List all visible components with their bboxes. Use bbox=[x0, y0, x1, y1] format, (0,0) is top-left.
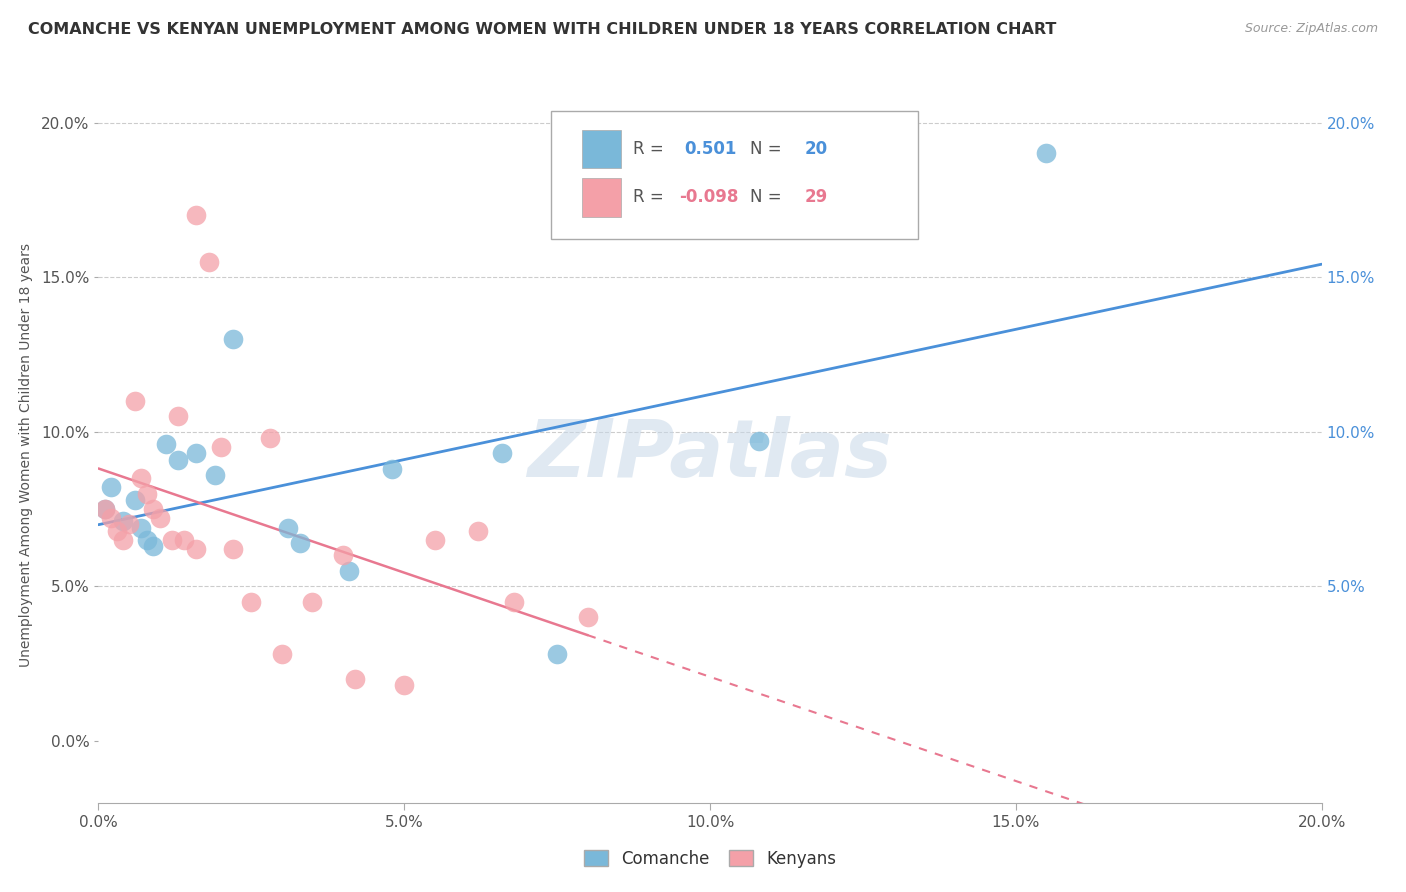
FancyBboxPatch shape bbox=[582, 129, 620, 168]
Point bbox=[576, 610, 599, 624]
Text: R =: R = bbox=[633, 188, 669, 206]
Point bbox=[142, 502, 165, 516]
Point bbox=[1035, 146, 1057, 161]
Point bbox=[149, 511, 172, 525]
Point bbox=[467, 524, 489, 538]
Y-axis label: Unemployment Among Women with Children Under 18 years: Unemployment Among Women with Children U… bbox=[18, 243, 32, 667]
Point bbox=[332, 549, 354, 563]
Point bbox=[186, 446, 208, 460]
Text: 0.501: 0.501 bbox=[685, 140, 737, 158]
Point bbox=[111, 533, 134, 547]
Text: COMANCHE VS KENYAN UNEMPLOYMENT AMONG WOMEN WITH CHILDREN UNDER 18 YEARS CORRELA: COMANCHE VS KENYAN UNEMPLOYMENT AMONG WO… bbox=[28, 22, 1056, 37]
Point bbox=[100, 511, 122, 525]
Point bbox=[124, 492, 146, 507]
Text: 20: 20 bbox=[804, 140, 827, 158]
FancyBboxPatch shape bbox=[582, 178, 620, 217]
Point bbox=[270, 648, 292, 662]
Point bbox=[155, 437, 177, 451]
Point bbox=[197, 254, 219, 268]
Point bbox=[173, 533, 195, 547]
Text: 29: 29 bbox=[804, 188, 828, 206]
Point bbox=[222, 542, 245, 557]
Point bbox=[186, 542, 208, 557]
Point bbox=[167, 452, 190, 467]
Point bbox=[118, 517, 141, 532]
Point bbox=[186, 208, 208, 222]
Text: ZIPatlas: ZIPatlas bbox=[527, 416, 893, 494]
Point bbox=[259, 431, 281, 445]
Point bbox=[209, 440, 232, 454]
Text: Source: ZipAtlas.com: Source: ZipAtlas.com bbox=[1244, 22, 1378, 36]
Point bbox=[277, 520, 299, 534]
Point bbox=[142, 539, 165, 553]
Point bbox=[344, 672, 367, 686]
FancyBboxPatch shape bbox=[551, 111, 918, 239]
Point bbox=[381, 462, 404, 476]
Text: N =: N = bbox=[751, 140, 787, 158]
Point bbox=[546, 648, 568, 662]
Point bbox=[503, 595, 526, 609]
Point bbox=[392, 678, 416, 692]
Point bbox=[105, 524, 128, 538]
Point bbox=[222, 332, 245, 346]
Point bbox=[93, 502, 115, 516]
Text: N =: N = bbox=[751, 188, 787, 206]
Point bbox=[100, 480, 122, 494]
Point bbox=[167, 409, 190, 424]
Point bbox=[290, 536, 312, 550]
Text: -0.098: -0.098 bbox=[679, 188, 738, 206]
Point bbox=[136, 486, 159, 500]
Point bbox=[129, 471, 152, 485]
Point bbox=[129, 520, 152, 534]
Point bbox=[160, 533, 183, 547]
Point bbox=[93, 502, 115, 516]
Point bbox=[111, 515, 134, 529]
Point bbox=[423, 533, 446, 547]
Point bbox=[240, 595, 263, 609]
Point bbox=[204, 468, 226, 483]
Legend: Comanche, Kenyans: Comanche, Kenyans bbox=[578, 843, 842, 874]
Point bbox=[301, 595, 323, 609]
Point bbox=[748, 434, 770, 448]
Point bbox=[136, 533, 159, 547]
Point bbox=[491, 446, 513, 460]
Point bbox=[337, 564, 360, 578]
Text: R =: R = bbox=[633, 140, 669, 158]
Point bbox=[124, 393, 146, 408]
